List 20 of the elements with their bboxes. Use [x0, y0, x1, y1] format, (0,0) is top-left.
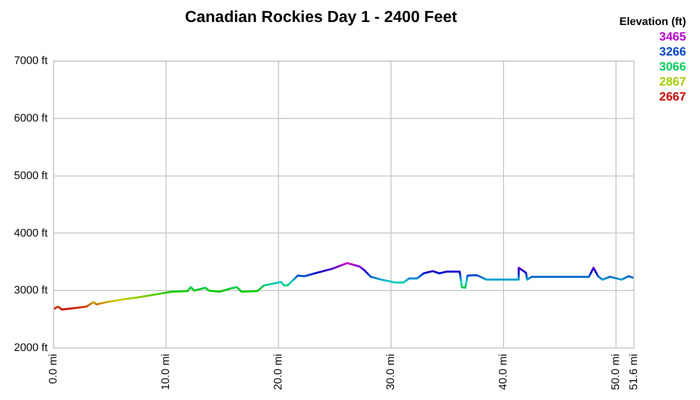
y-tick-label: 4000 ft: [14, 227, 48, 240]
x-tick-label: 51.6 mi: [628, 354, 640, 390]
text: 2867: [659, 74, 686, 88]
y-tick-label: 2000 ft: [14, 342, 48, 354]
y-tick-label: 6000 ft: [14, 112, 48, 125]
text: 3066: [659, 59, 686, 74]
x-tick-label: 0.0 mi: [48, 354, 60, 384]
x-tick-label: 50.0 mi: [610, 354, 622, 390]
text: 3465: [659, 29, 686, 44]
x-tick-label: 30.0 mi: [385, 354, 398, 390]
text: 2667: [659, 89, 686, 104]
x-tick-label: 10.0 mi: [160, 354, 172, 390]
y-tick-label: 3000 ft: [14, 284, 48, 297]
y-tick-label: 5000 ft: [14, 170, 48, 182]
y-tick-label: 7000 ft: [14, 55, 48, 68]
x-tick-label: 20.0 mi: [272, 354, 285, 390]
text: Elevation (ft): [619, 16, 686, 28]
chart-title: Canadian Rockies Day 1 - 2400 Feet: [184, 9, 458, 26]
x-tick-label: 40.0 mi: [498, 354, 510, 390]
text: 3266: [659, 44, 686, 58]
